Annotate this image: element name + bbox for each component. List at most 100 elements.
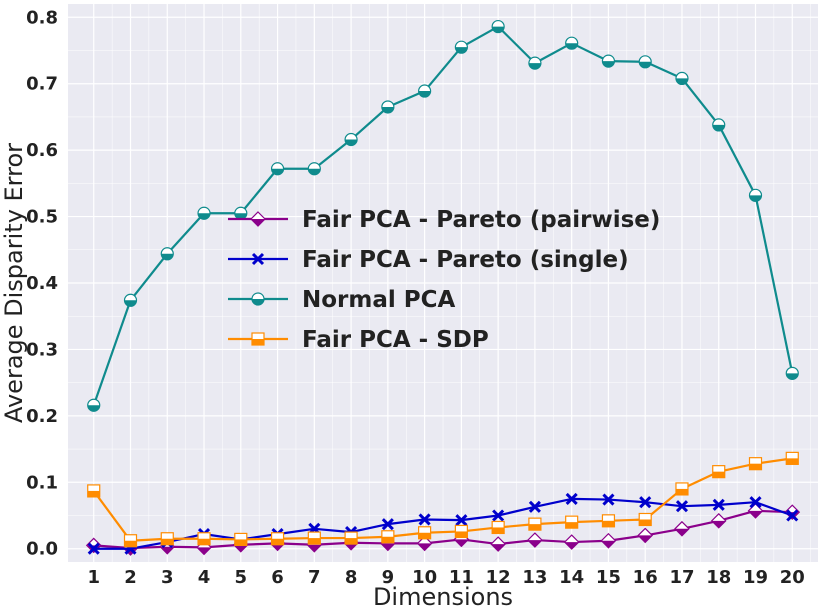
data-point-fill bbox=[271, 538, 284, 545]
data-point-fill bbox=[712, 124, 725, 131]
y-axis-title: Average Disparity Error bbox=[0, 143, 28, 423]
series-4 bbox=[87, 451, 799, 548]
data-point-fill bbox=[639, 61, 652, 68]
x-tick-label: 11 bbox=[449, 567, 474, 588]
x-tick-label: 1 bbox=[87, 567, 100, 588]
series-layer bbox=[85, 19, 801, 556]
data-point-fill bbox=[308, 168, 321, 175]
data-point bbox=[749, 496, 762, 509]
data-point bbox=[786, 509, 799, 522]
series-3 bbox=[87, 19, 799, 412]
tick-labels: 0.00.10.20.30.40.50.60.70.81 2 3 4 5 6 7 8 9 10 11… bbox=[26, 7, 805, 588]
data-point-fill bbox=[160, 546, 175, 554]
data-point-fill bbox=[564, 542, 579, 550]
data-point-fill bbox=[455, 47, 468, 54]
data-point-fill bbox=[786, 458, 799, 465]
data-point-fill bbox=[749, 463, 762, 470]
data-point-fill bbox=[601, 540, 616, 548]
x-tick-label: 15 bbox=[596, 567, 621, 588]
data-point bbox=[87, 542, 100, 555]
x-tick-label: 3 bbox=[161, 567, 174, 588]
data-point-fill bbox=[565, 43, 578, 50]
x-tick-label: 19 bbox=[743, 567, 768, 588]
data-point-fill bbox=[198, 538, 211, 545]
data-point-fill bbox=[417, 543, 432, 551]
data-point bbox=[639, 496, 652, 509]
x-tick-label: 17 bbox=[669, 567, 694, 588]
legend-label: Normal PCA bbox=[302, 287, 456, 313]
data-point-fill bbox=[345, 538, 358, 545]
y-tick-label: 0.3 bbox=[26, 339, 58, 360]
x-axis-title: Dimensions bbox=[373, 583, 513, 611]
data-point-fill bbox=[674, 528, 689, 536]
data-point-fill bbox=[492, 26, 505, 33]
data-point-fill bbox=[602, 61, 615, 68]
data-point-fill bbox=[197, 547, 212, 555]
data-point bbox=[712, 498, 725, 511]
x-tick-label: 7 bbox=[308, 567, 321, 588]
legend-marker bbox=[251, 252, 265, 266]
legend-entry: Fair PCA - Pareto (single) bbox=[228, 247, 629, 273]
data-point-fill bbox=[455, 531, 468, 538]
data-point-fill bbox=[418, 91, 431, 98]
data-point-fill bbox=[161, 538, 174, 545]
data-point-fill bbox=[87, 490, 100, 497]
x-tick-label: 6 bbox=[271, 567, 284, 588]
data-point-fill bbox=[454, 539, 469, 547]
legend-entry: Fair PCA - SDP bbox=[228, 327, 489, 353]
data-point-fill bbox=[124, 300, 137, 307]
data-point-fill bbox=[198, 213, 211, 220]
data-point-fill bbox=[234, 539, 247, 546]
x-tick-label: 16 bbox=[633, 567, 658, 588]
data-point-fill bbox=[748, 510, 763, 518]
legend-marker-fill bbox=[252, 339, 264, 345]
data-point-fill bbox=[418, 532, 431, 539]
data-point bbox=[455, 514, 468, 527]
data-point-fill bbox=[602, 520, 615, 527]
data-point bbox=[418, 513, 431, 526]
data-point-fill bbox=[675, 488, 688, 495]
legend-label: Fair PCA - SDP bbox=[302, 327, 489, 353]
x-tick-label: 2 bbox=[124, 567, 137, 588]
y-tick-label: 0.6 bbox=[26, 140, 58, 161]
data-point-fill bbox=[233, 544, 248, 552]
data-point bbox=[528, 500, 541, 513]
x-tick-label: 9 bbox=[382, 567, 395, 588]
y-tick-label: 0.1 bbox=[26, 472, 58, 493]
data-point-fill bbox=[380, 543, 395, 551]
x-tick-label: 12 bbox=[486, 567, 511, 588]
legend-marker-fill bbox=[252, 299, 264, 305]
x-tick-label: 18 bbox=[706, 567, 731, 588]
x-tick-label: 14 bbox=[559, 567, 584, 588]
y-tick-label: 0.0 bbox=[26, 539, 58, 560]
data-point-fill bbox=[527, 540, 542, 548]
y-tick-label: 0.7 bbox=[26, 74, 58, 95]
data-point-fill bbox=[749, 195, 762, 202]
x-tick-label: 20 bbox=[780, 567, 805, 588]
legend-label: Fair PCA - Pareto (single) bbox=[302, 247, 629, 273]
data-point-fill bbox=[711, 520, 726, 528]
legend-entry: Fair PCA - Pareto (pairwise) bbox=[228, 207, 660, 233]
data-point bbox=[565, 492, 578, 505]
data-point bbox=[381, 518, 394, 531]
x-tick-label: 8 bbox=[345, 567, 358, 588]
data-point-fill bbox=[271, 168, 284, 175]
data-point-fill bbox=[234, 213, 247, 220]
data-point-fill bbox=[124, 540, 137, 547]
legend-label: Fair PCA - Pareto (pairwise) bbox=[302, 207, 660, 233]
data-point-fill bbox=[675, 78, 688, 85]
grid bbox=[68, 4, 818, 562]
data-point-fill bbox=[381, 106, 394, 113]
x-tick-label: 5 bbox=[235, 567, 248, 588]
data-point bbox=[675, 500, 689, 513]
data-point-fill bbox=[528, 63, 541, 70]
data-point bbox=[492, 509, 505, 522]
data-point-fill bbox=[638, 535, 653, 543]
data-point-fill bbox=[308, 538, 321, 545]
data-point-fill bbox=[528, 524, 541, 531]
data-point-fill bbox=[712, 471, 725, 478]
data-point-fill bbox=[381, 536, 394, 543]
legend-entry: Normal PCA bbox=[228, 287, 456, 313]
data-point-fill bbox=[565, 522, 578, 529]
